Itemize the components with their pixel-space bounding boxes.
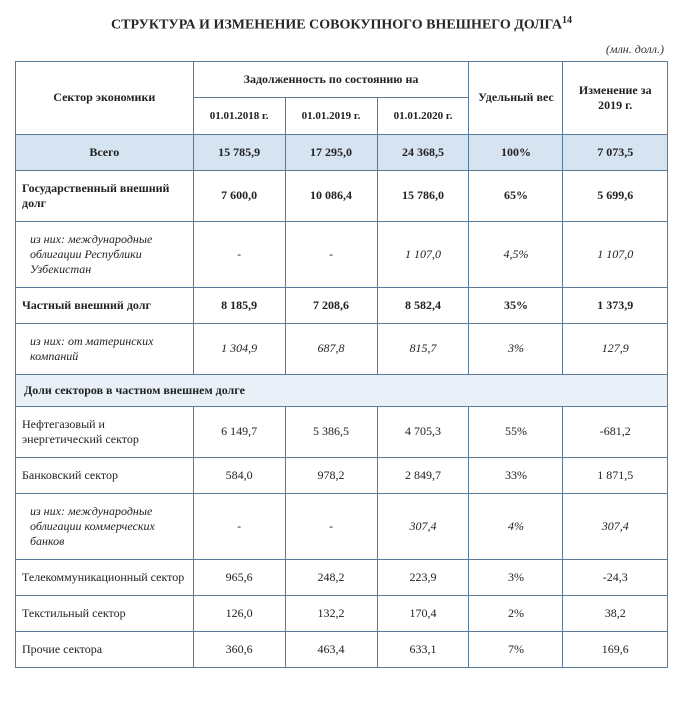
- cell: 1 304,9: [193, 323, 285, 374]
- row-bank-sub: из них: международные облигации коммерче…: [16, 493, 668, 559]
- section-label: Доли секторов в частном внешнем долге: [16, 374, 668, 406]
- cell: -: [285, 493, 377, 559]
- cell: 2%: [469, 595, 563, 631]
- cell: 38,2: [563, 595, 668, 631]
- cell: 132,2: [285, 595, 377, 631]
- row-priv-sub: из них: от материнских компаний 1 304,9 …: [16, 323, 668, 374]
- cell: 127,9: [563, 323, 668, 374]
- row-tel: Телекоммуникационный сектор 965,6 248,2 …: [16, 559, 668, 595]
- cell: 7%: [469, 631, 563, 667]
- cell: 10 086,4: [285, 170, 377, 221]
- th-debt-group: Задолженность по состоянию на: [193, 61, 469, 97]
- cell: 307,4: [377, 493, 469, 559]
- cell: 687,8: [285, 323, 377, 374]
- cell: из них: международные облигации коммерче…: [16, 493, 194, 559]
- cell: -: [193, 493, 285, 559]
- cell: 965,6: [193, 559, 285, 595]
- cell: 15 786,0: [377, 170, 469, 221]
- cell: 248,2: [285, 559, 377, 595]
- cell: 1 373,9: [563, 287, 668, 323]
- cell: Государственный внешний долг: [16, 170, 194, 221]
- cell: -681,2: [563, 406, 668, 457]
- cell: 4 705,3: [377, 406, 469, 457]
- cell: 8 582,4: [377, 287, 469, 323]
- cell: -: [285, 221, 377, 287]
- th-change: Изменение за 2019 г.: [563, 61, 668, 134]
- cell: Телекоммуникационный сектор: [16, 559, 194, 595]
- cell: из них: от материнских компаний: [16, 323, 194, 374]
- row-gov: Государственный внешний долг 7 600,0 10 …: [16, 170, 668, 221]
- cell: -24,3: [563, 559, 668, 595]
- th-d3: 01.01.2020 г.: [377, 97, 469, 134]
- cell: 360,6: [193, 631, 285, 667]
- cell: 100%: [469, 134, 563, 170]
- cell: 169,6: [563, 631, 668, 667]
- unit-label: (млн. долл.): [15, 42, 668, 57]
- cell: 1 107,0: [377, 221, 469, 287]
- cell: 5 386,5: [285, 406, 377, 457]
- cell: 3%: [469, 559, 563, 595]
- cell: 17 295,0: [285, 134, 377, 170]
- cell: Всего: [16, 134, 194, 170]
- cell: из них: международные облигации Республи…: [16, 221, 194, 287]
- debt-table: Сектор экономики Задолженность по состоя…: [15, 61, 668, 668]
- cell: 1 107,0: [563, 221, 668, 287]
- cell: 978,2: [285, 457, 377, 493]
- th-d1: 01.01.2018 г.: [193, 97, 285, 134]
- row-tex: Текстильный сектор 126,0 132,2 170,4 2% …: [16, 595, 668, 631]
- cell: 6 149,7: [193, 406, 285, 457]
- cell: 8 185,9: [193, 287, 285, 323]
- cell: 24 368,5: [377, 134, 469, 170]
- page-title: СТРУКТУРА И ИЗМЕНЕНИЕ СОВОКУПНОГО ВНЕШНЕ…: [15, 15, 668, 34]
- cell: 815,7: [377, 323, 469, 374]
- cell: 1 871,5: [563, 457, 668, 493]
- cell: Банковский сектор: [16, 457, 194, 493]
- title-text: СТРУКТУРА И ИЗМЕНЕНИЕ СОВОКУПНОГО ВНЕШНЕ…: [111, 18, 562, 33]
- cell: 65%: [469, 170, 563, 221]
- cell: 4%: [469, 493, 563, 559]
- cell: 7 208,6: [285, 287, 377, 323]
- row-oil: Нефтегазовый и энергетический сектор 6 1…: [16, 406, 668, 457]
- cell: Нефтегазовый и энергетический сектор: [16, 406, 194, 457]
- cell: 7 600,0: [193, 170, 285, 221]
- cell: 223,9: [377, 559, 469, 595]
- cell: -: [193, 221, 285, 287]
- row-priv: Частный внешний долг 8 185,9 7 208,6 8 5…: [16, 287, 668, 323]
- cell: 170,4: [377, 595, 469, 631]
- cell: 584,0: [193, 457, 285, 493]
- cell: Текстильный сектор: [16, 595, 194, 631]
- cell: 55%: [469, 406, 563, 457]
- cell: 5 699,6: [563, 170, 668, 221]
- row-section: Доли секторов в частном внешнем долге: [16, 374, 668, 406]
- cell: 307,4: [563, 493, 668, 559]
- cell: 15 785,9: [193, 134, 285, 170]
- title-sup: 14: [562, 15, 572, 26]
- cell: Прочие сектора: [16, 631, 194, 667]
- th-d2: 01.01.2019 г.: [285, 97, 377, 134]
- row-other: Прочие сектора 360,6 463,4 633,1 7% 169,…: [16, 631, 668, 667]
- cell: 4,5%: [469, 221, 563, 287]
- cell: 3%: [469, 323, 563, 374]
- cell: Частный внешний долг: [16, 287, 194, 323]
- th-weight: Удельный вес: [469, 61, 563, 134]
- cell: 633,1: [377, 631, 469, 667]
- row-bank: Банковский сектор 584,0 978,2 2 849,7 33…: [16, 457, 668, 493]
- th-sector: Сектор экономики: [16, 61, 194, 134]
- cell: 126,0: [193, 595, 285, 631]
- cell: 33%: [469, 457, 563, 493]
- cell: 2 849,7: [377, 457, 469, 493]
- cell: 7 073,5: [563, 134, 668, 170]
- cell: 463,4: [285, 631, 377, 667]
- row-total: Всего 15 785,9 17 295,0 24 368,5 100% 7 …: [16, 134, 668, 170]
- cell: 35%: [469, 287, 563, 323]
- row-gov-sub: из них: международные облигации Республи…: [16, 221, 668, 287]
